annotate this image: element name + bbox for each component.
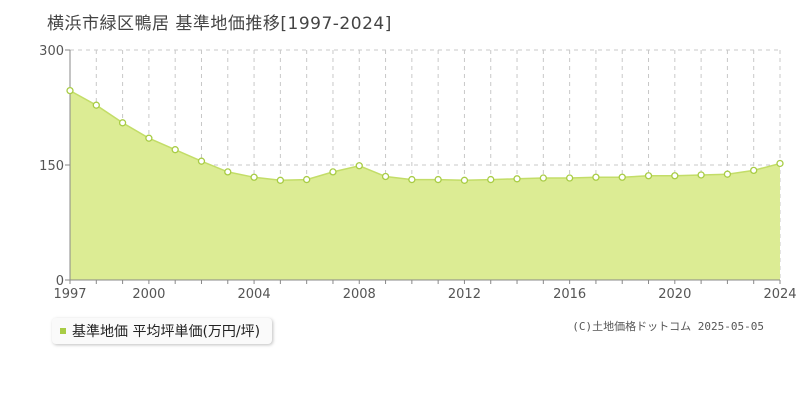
y-tick-label: 150 <box>39 159 64 174</box>
x-tick-label: 2012 <box>448 287 481 302</box>
data-point-2002 <box>197 157 206 165</box>
data-point-2000 <box>145 134 153 142</box>
area-fill <box>70 90 780 280</box>
x-tick-label: 2004 <box>238 287 271 302</box>
data-point-2022 <box>723 170 732 178</box>
x-tick-label: 2020 <box>658 287 691 302</box>
data-point-2024 <box>776 159 784 168</box>
copyright-text: (C)土地価格ドットコム 2025-05-05 <box>572 320 764 333</box>
data-point-2004 <box>250 173 258 181</box>
data-point-2014 <box>513 175 521 183</box>
data-point-2020 <box>671 172 679 180</box>
x-tick-label: 2000 <box>132 287 165 302</box>
data-point-2010 <box>408 175 416 184</box>
data-point-1998 <box>92 101 100 109</box>
data-point-2016 <box>565 174 574 182</box>
data-point-1999 <box>118 119 127 127</box>
data-point-2018 <box>618 173 626 181</box>
data-point-2009 <box>381 172 390 181</box>
tick-labels: 0 150 300 1997 2000 2004 2008 2012 2016 2020 2024 <box>39 44 796 302</box>
x-tick-label: 2008 <box>343 287 376 302</box>
data-point-2021 <box>697 171 705 179</box>
data-point-2006 <box>303 175 311 184</box>
data-point-2023 <box>750 166 758 175</box>
x-tick-label: 2024 <box>763 287 796 302</box>
y-tick-label: 300 <box>39 44 64 59</box>
points-layer <box>66 86 784 184</box>
y-tick-label: 0 <box>56 274 64 289</box>
data-point-2008 <box>355 162 363 170</box>
data-point-2007 <box>329 168 337 176</box>
legend: 基準地価 平均坪単価(万円/坪) <box>52 318 273 344</box>
legend-marker <box>60 328 66 334</box>
data-point-2003 <box>224 168 232 176</box>
legend-label: 基準地価 平均坪単価(万円/坪) <box>72 324 261 340</box>
data-point-2012 <box>460 176 469 184</box>
data-point-2001 <box>171 146 179 154</box>
x-tick-label: 1997 <box>53 287 86 302</box>
data-point-2005 <box>276 176 285 184</box>
data-point-2013 <box>487 175 495 184</box>
data-point-2017 <box>592 173 600 181</box>
data-point-2019 <box>644 172 653 180</box>
data-point-1997 <box>66 86 74 95</box>
chart-title: 横浜市緑区鴨居 基準地価推移[1997-2024] <box>47 14 392 34</box>
area-line <box>69 89 781 182</box>
data-point-2015 <box>539 174 547 182</box>
x-tick-label: 2016 <box>553 287 586 302</box>
data-point-2011 <box>434 175 442 184</box>
